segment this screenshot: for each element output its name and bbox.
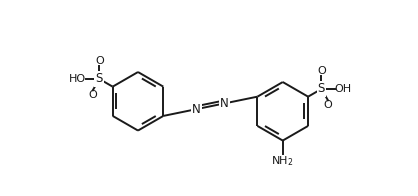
- Text: O: O: [95, 56, 104, 66]
- Text: N: N: [220, 97, 229, 110]
- Text: O: O: [88, 90, 97, 100]
- Text: OH: OH: [334, 84, 352, 94]
- Text: O: O: [324, 100, 332, 110]
- Text: O: O: [317, 66, 326, 76]
- Text: N: N: [192, 103, 201, 116]
- Text: S: S: [318, 83, 325, 95]
- Text: S: S: [96, 73, 103, 85]
- Text: HO: HO: [69, 74, 86, 84]
- Text: NH$_2$: NH$_2$: [271, 154, 294, 168]
